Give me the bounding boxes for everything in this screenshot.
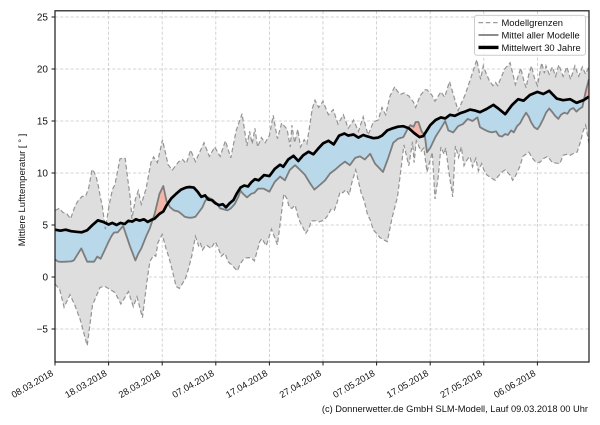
svg-text:Mittlere Lufttemperatur [ ° ]: Mittlere Lufttemperatur [ ° ]	[17, 134, 28, 247]
svg-text:5: 5	[42, 221, 48, 232]
svg-text:(c) Donnerwetter.de GmbH SLM-M: (c) Donnerwetter.de GmbH SLM-Modell, Lau…	[322, 404, 588, 414]
svg-text:25: 25	[37, 13, 49, 24]
svg-text:Modellgrenzen: Modellgrenzen	[502, 17, 564, 28]
svg-text:0: 0	[42, 273, 48, 284]
svg-text:15: 15	[37, 117, 49, 128]
svg-text:Mittelwert 30 Jahre: Mittelwert 30 Jahre	[502, 42, 581, 53]
svg-text:−5: −5	[37, 325, 49, 336]
svg-text:10: 10	[37, 169, 49, 180]
svg-text:Mittel aller Modelle: Mittel aller Modelle	[502, 29, 580, 40]
svg-text:20: 20	[37, 65, 49, 76]
